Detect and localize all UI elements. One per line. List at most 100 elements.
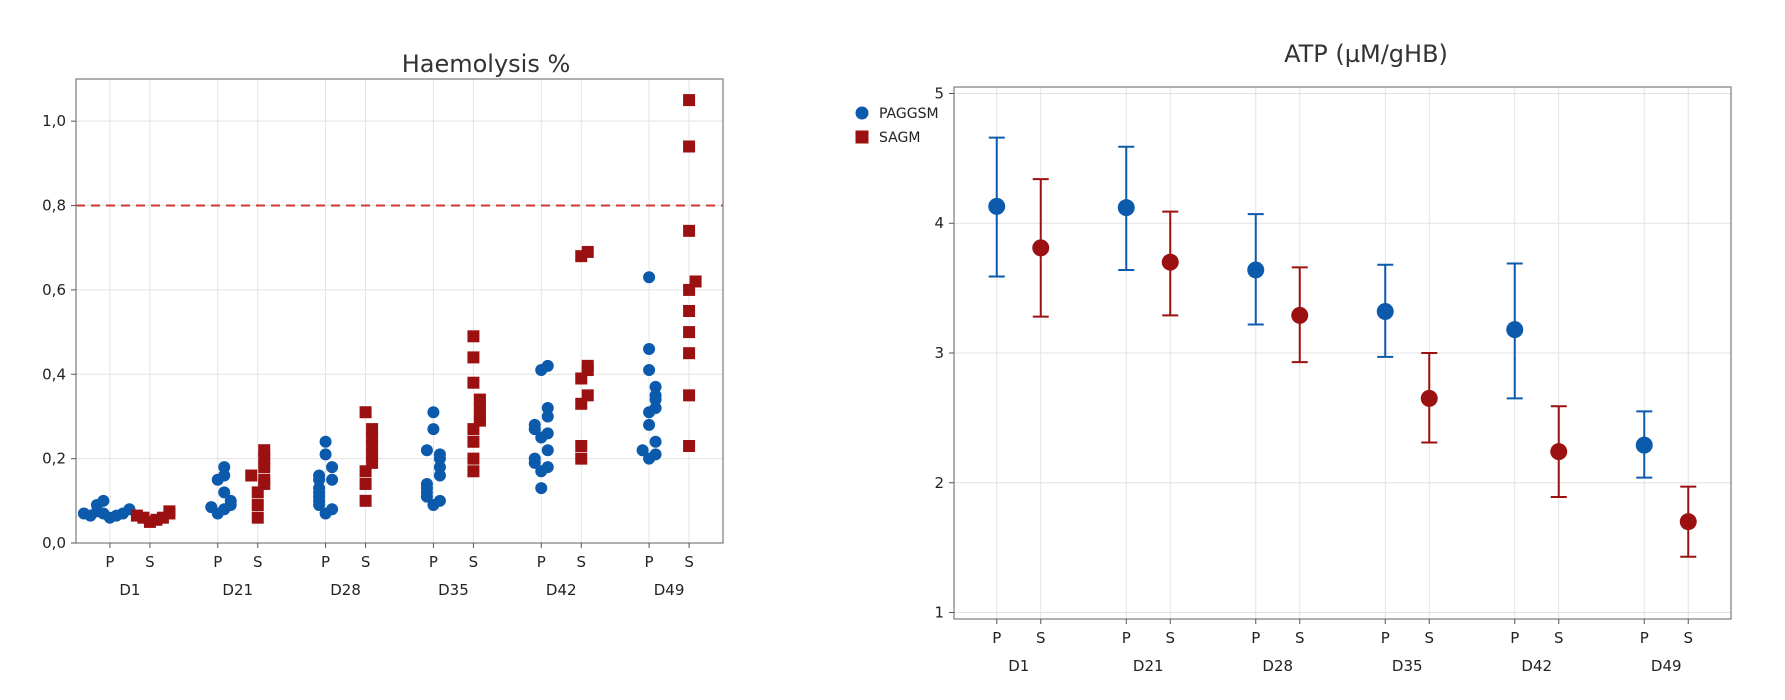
x-subgroup-label: P <box>537 553 546 571</box>
point-paggsm-d42 <box>541 410 554 423</box>
point-paggsm-d35 <box>427 406 440 419</box>
mean-point-paggsm-d42 <box>1506 321 1524 339</box>
point-sagm-d42 <box>575 452 588 465</box>
x-group-label-d49: D49 <box>1651 657 1682 675</box>
x-group-label-d1: D1 <box>1008 657 1029 675</box>
point-paggsm-d49 <box>649 389 662 402</box>
mean-point-sagm-d49 <box>1679 513 1697 531</box>
atp-grid <box>954 87 1731 619</box>
point-paggsm-d28 <box>313 482 326 495</box>
point-sagm-d21 <box>258 473 271 486</box>
point-sagm-d35 <box>467 376 480 389</box>
point-sagm-d49 <box>683 326 696 339</box>
haemolysis-points <box>77 94 702 528</box>
point-paggsm-d35 <box>427 423 440 436</box>
point-paggsm-d49 <box>649 380 662 393</box>
point-paggsm-d49 <box>643 342 656 355</box>
x-subgroup-label: P <box>321 553 330 571</box>
x-subgroup-label: S <box>469 553 479 571</box>
x-subgroup-label: S <box>361 553 371 571</box>
point-paggsm-d42 <box>541 461 554 474</box>
x-group-label-d28: D28 <box>330 581 361 599</box>
legend: PAGGSM SAGM <box>855 106 939 146</box>
point-paggsm-d42 <box>541 402 554 415</box>
point-sagm-d42 <box>581 359 594 372</box>
point-paggsm-d28 <box>319 435 332 448</box>
point-sagm-d49 <box>689 275 702 288</box>
atp-title: ATP (µM/gHB) <box>1284 40 1448 68</box>
point-paggsm-d21 <box>218 469 231 482</box>
atp-errorbars <box>988 136 1697 558</box>
point-paggsm-d28 <box>319 448 332 461</box>
mean-point-sagm-d21 <box>1161 253 1179 271</box>
point-sagm-d42 <box>575 439 588 452</box>
point-paggsm-d49 <box>649 402 662 415</box>
point-paggsm-d1 <box>77 507 90 520</box>
y-tick-label: 0,2 <box>42 450 66 468</box>
y-tick-label: 5 <box>934 84 944 102</box>
x-group-label-d21: D21 <box>1133 657 1164 675</box>
point-paggsm-d28 <box>313 469 326 482</box>
y-tick-label: 4 <box>934 214 944 232</box>
point-sagm-d42 <box>581 389 594 402</box>
x-subgroup-label: P <box>645 553 654 571</box>
x-subgroup-label: P <box>1122 629 1131 647</box>
x-subgroup-label: S <box>1295 629 1305 647</box>
point-paggsm-d35 <box>433 461 446 474</box>
mean-point-sagm-d42 <box>1550 443 1568 461</box>
x-group-label-d42: D42 <box>1521 657 1552 675</box>
point-sagm-d1 <box>163 505 176 518</box>
x-group-label-d28: D28 <box>1262 657 1293 675</box>
legend-square-icon <box>855 130 869 144</box>
haemolysis-grid <box>76 79 723 544</box>
point-paggsm-d21 <box>218 486 231 499</box>
point-paggsm-d42 <box>528 452 541 465</box>
point-sagm-d49 <box>683 305 696 317</box>
x-subgroup-label: S <box>1165 629 1175 647</box>
legend-circle-icon <box>855 106 869 120</box>
x-group-label-d35: D35 <box>438 581 469 599</box>
y-tick-label: 0,4 <box>42 365 66 383</box>
point-sagm-d35 <box>467 330 480 343</box>
point-sagm-d49 <box>683 389 696 402</box>
point-paggsm-d35 <box>433 448 446 461</box>
point-paggsm-d21 <box>205 501 218 514</box>
x-subgroup-label: S <box>1683 629 1693 647</box>
point-paggsm-d49 <box>649 448 662 461</box>
point-sagm-d1 <box>130 509 143 522</box>
point-sagm-d35 <box>473 393 486 406</box>
point-paggsm-d42 <box>541 359 554 372</box>
point-sagm-d49 <box>683 439 696 452</box>
y-tick-label: 1,0 <box>42 112 66 130</box>
point-sagm-d35 <box>467 435 480 448</box>
point-sagm-d21 <box>258 444 271 457</box>
point-paggsm-d35 <box>420 477 433 490</box>
mean-point-paggsm-d35 <box>1376 302 1394 320</box>
haemolysis-plot-frame <box>75 78 724 544</box>
mean-point-sagm-d1 <box>1032 239 1050 257</box>
mean-point-paggsm-d49 <box>1635 436 1653 454</box>
point-sagm-d49 <box>683 347 696 360</box>
haemolysis-title: Haemolysis % <box>402 50 571 78</box>
haemolysis-y-ticks: 0,0 0,2 0,4 0,6 0,8 1,0 <box>42 112 76 552</box>
x-subgroup-label: S <box>684 553 694 571</box>
point-sagm-d42 <box>581 245 594 258</box>
y-tick-label: 0,6 <box>42 281 66 299</box>
atp-y-ticks: 1 2 3 4 5 <box>934 84 954 622</box>
point-sagm-d49 <box>683 140 696 153</box>
point-sagm-d35 <box>467 351 480 364</box>
y-tick-label: 0,0 <box>42 534 66 552</box>
y-tick-label: 0,8 <box>42 197 66 215</box>
x-subgroup-label: S <box>253 553 263 571</box>
point-paggsm-d42 <box>528 418 541 431</box>
point-paggsm-d21 <box>224 494 237 507</box>
x-group-label-d35: D35 <box>1392 657 1423 675</box>
mean-point-paggsm-d28 <box>1247 261 1265 279</box>
point-paggsm-d49 <box>643 418 656 431</box>
point-sagm-d35 <box>467 452 480 465</box>
point-sagm-d28 <box>359 477 372 490</box>
mean-point-sagm-d35 <box>1420 389 1438 407</box>
